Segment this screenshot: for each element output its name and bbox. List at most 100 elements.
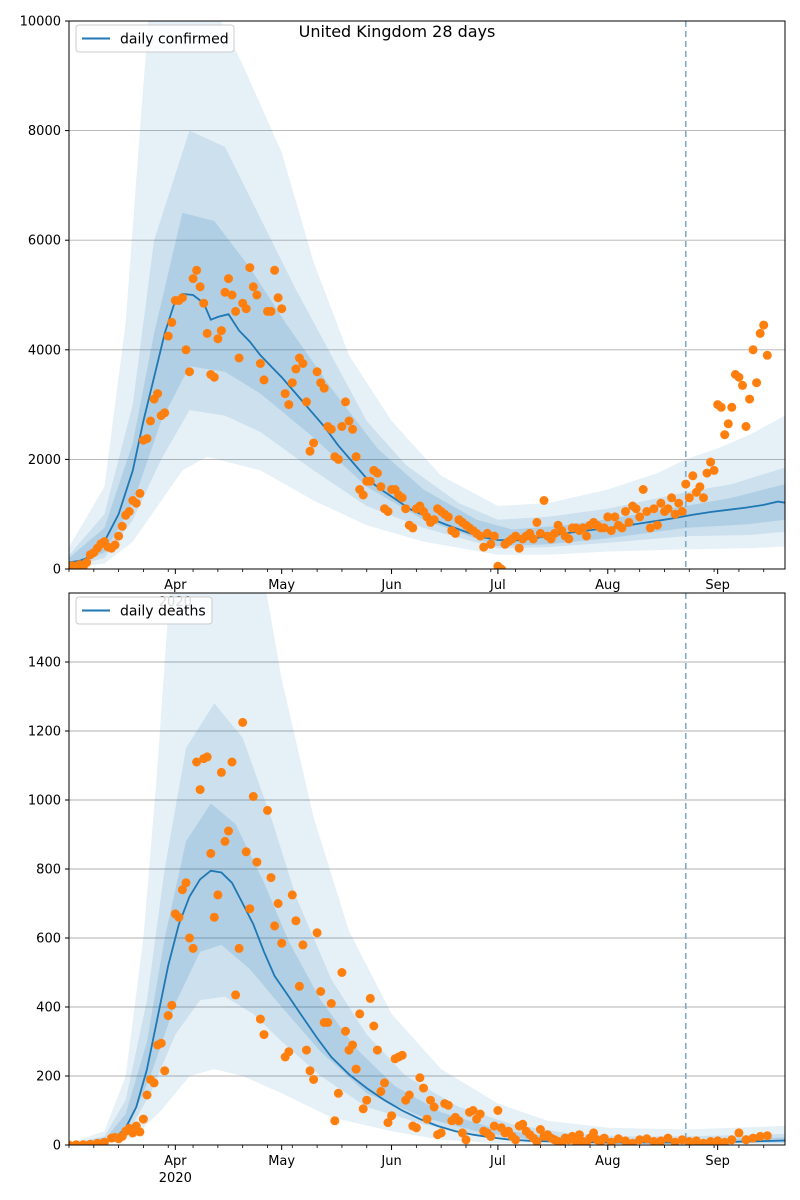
observed-point <box>535 1125 545 1134</box>
observed-point <box>344 416 354 426</box>
observed-point <box>284 1047 294 1057</box>
observed-point <box>564 534 574 544</box>
y-tick-label: 4000 <box>28 343 61 358</box>
observed-point <box>213 890 223 900</box>
observed-point <box>131 498 141 508</box>
observed-point <box>302 397 311 407</box>
uncertainty-band-middle <box>69 703 785 1145</box>
y-tick-label: 200 <box>36 1070 61 1085</box>
observed-point <box>114 531 124 541</box>
observed-point <box>599 523 609 533</box>
observed-point <box>78 1140 88 1145</box>
observed-point <box>489 1121 499 1131</box>
observed-point <box>135 488 145 498</box>
observed-point <box>429 1102 439 1112</box>
observed-point <box>475 531 485 541</box>
observed-point <box>195 282 205 292</box>
observed-point <box>199 298 209 308</box>
observed-point <box>241 304 251 314</box>
observed-point <box>642 1134 652 1144</box>
observed-point <box>631 504 641 514</box>
observed-point <box>71 1140 81 1145</box>
x-tick-label: Jul <box>489 1154 506 1169</box>
observed-point <box>748 1133 758 1143</box>
observed-point <box>603 512 613 522</box>
observed-point <box>755 328 765 338</box>
observed-point <box>752 378 762 388</box>
x-tick-label: Aug <box>595 578 620 593</box>
observed-point <box>337 968 347 977</box>
observed-point <box>582 531 591 541</box>
observed-point <box>411 1123 421 1133</box>
observed-point <box>532 1137 542 1145</box>
observed-point <box>652 520 662 530</box>
observed-point <box>270 265 280 275</box>
observed-point <box>248 792 258 801</box>
y-tick-label: 6000 <box>28 234 61 249</box>
y-tick-label: 1400 <box>28 656 61 671</box>
uncertainty-band-outer <box>69 593 785 1145</box>
observed-point <box>291 364 301 374</box>
observed-point <box>177 293 187 303</box>
observed-point <box>291 916 301 926</box>
observed-point <box>92 1138 102 1145</box>
observed-point <box>613 1134 623 1144</box>
observed-point <box>351 452 361 462</box>
observed-point <box>649 504 659 514</box>
observed-point <box>457 1128 467 1138</box>
observed-point <box>606 1137 616 1145</box>
observed-point <box>695 482 705 492</box>
x-tick-label: Apr <box>164 1154 187 1169</box>
observed-point <box>518 1119 528 1129</box>
observed-point <box>245 904 255 914</box>
observed-point <box>188 943 198 953</box>
fit-line <box>69 292 785 564</box>
observed-point <box>252 857 262 867</box>
observed-point <box>312 367 322 377</box>
legend-box <box>75 596 213 625</box>
observed-point <box>482 528 492 538</box>
observed-point <box>185 367 194 377</box>
observed-point <box>181 345 191 355</box>
observed-point <box>149 1078 159 1088</box>
observed-point <box>741 422 751 431</box>
observed-point <box>181 878 191 888</box>
observed-point <box>401 504 411 514</box>
x-tick-label: Jun <box>380 1154 401 1169</box>
observed-point <box>656 1136 666 1145</box>
observed-point <box>358 1104 368 1114</box>
observed-point <box>348 1040 358 1050</box>
observed-point <box>397 493 407 503</box>
observed-point <box>496 564 506 569</box>
observed-point <box>443 512 453 522</box>
legend-label: daily deaths <box>120 604 206 620</box>
observed-point <box>727 1135 737 1145</box>
observed-point <box>745 394 755 404</box>
observed-point <box>369 1021 379 1031</box>
observed-point <box>479 542 489 552</box>
observed-point <box>674 498 684 508</box>
observed-point <box>716 402 726 412</box>
y-tick-label: 600 <box>36 932 61 947</box>
observed-point <box>231 306 241 316</box>
observed-point <box>599 1133 609 1143</box>
observed-point <box>280 389 290 399</box>
observed-point <box>454 1116 464 1126</box>
uncertainty-band-middle <box>69 130 785 567</box>
observed-point <box>755 1131 765 1141</box>
uncertainty-band-inner <box>69 803 785 1145</box>
observed-point <box>436 1128 446 1138</box>
x-tick-label: Sep <box>705 1154 730 1169</box>
observed-point <box>486 1131 496 1141</box>
observed-point <box>117 521 127 531</box>
observed-point <box>684 493 694 503</box>
confirmed-panel: 0200040006000800010000Apr2020MayJunJulAu… <box>20 15 786 610</box>
observed-point <box>153 389 163 399</box>
observed-point <box>227 757 237 767</box>
y-tick-label: 10000 <box>20 15 61 30</box>
observed-point <box>146 416 155 426</box>
observed-point <box>419 1083 428 1093</box>
observed-point <box>287 378 297 388</box>
observed-point <box>234 943 244 953</box>
plot-area <box>69 593 785 1145</box>
